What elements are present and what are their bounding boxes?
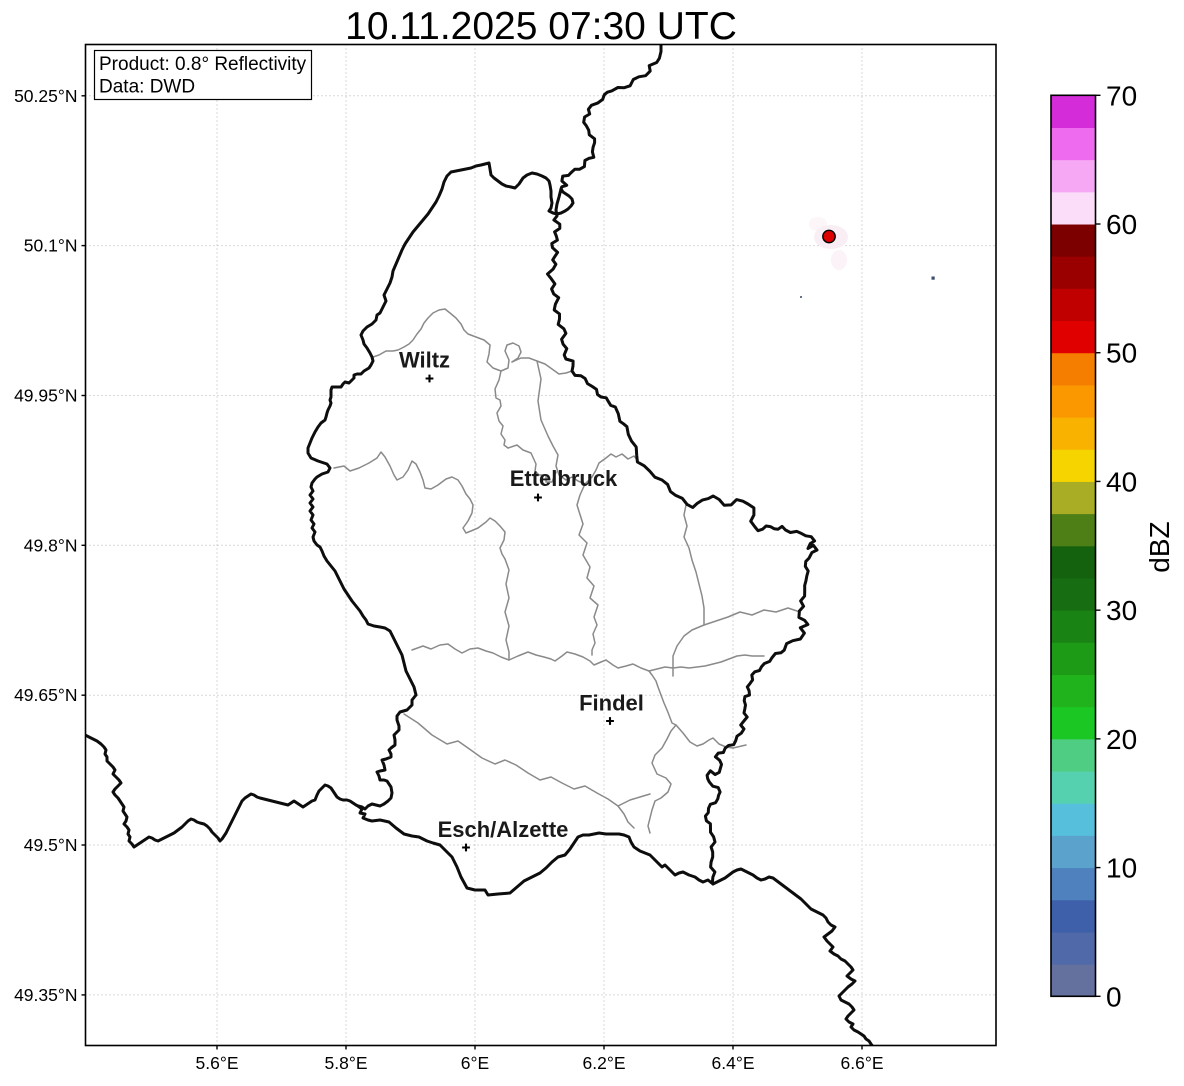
svg-text:49.35°N: 49.35°N <box>14 985 77 1005</box>
svg-text:5.8°E: 5.8°E <box>325 1053 368 1073</box>
svg-text:6.6°E: 6.6°E <box>841 1053 884 1073</box>
svg-text:20: 20 <box>1106 724 1137 755</box>
svg-text:Esch/Alzette: Esch/Alzette <box>438 817 569 842</box>
svg-text:6°E: 6°E <box>461 1053 489 1073</box>
svg-text:5.6°E: 5.6°E <box>196 1053 239 1073</box>
svg-text:Product: 0.8° Reflectivity: Product: 0.8° Reflectivity <box>99 54 307 75</box>
svg-text:70: 70 <box>1106 80 1137 111</box>
svg-text:49.8°N: 49.8°N <box>24 535 78 555</box>
svg-text:40: 40 <box>1106 466 1137 497</box>
svg-text:6.4°E: 6.4°E <box>712 1053 755 1073</box>
svg-text:Wiltz: Wiltz <box>399 348 450 373</box>
svg-text:49.65°N: 49.65°N <box>14 685 77 705</box>
svg-text:50.25°N: 50.25°N <box>14 86 77 106</box>
svg-text:50.1°N: 50.1°N <box>24 236 78 256</box>
svg-text:0: 0 <box>1106 981 1122 1012</box>
svg-text:30: 30 <box>1106 595 1137 626</box>
svg-text:60: 60 <box>1106 209 1137 240</box>
svg-text:49.95°N: 49.95°N <box>14 386 77 406</box>
svg-text:10: 10 <box>1106 853 1137 884</box>
svg-text:Findel: Findel <box>579 691 644 716</box>
svg-text:Ettelbruck: Ettelbruck <box>510 466 618 491</box>
svg-text:50: 50 <box>1106 338 1137 369</box>
svg-text:dBZ: dBZ <box>1144 521 1175 572</box>
svg-text:6.2°E: 6.2°E <box>583 1053 626 1073</box>
svg-text:49.5°N: 49.5°N <box>24 835 78 855</box>
svg-text:10.11.2025 07:30 UTC: 10.11.2025 07:30 UTC <box>345 5 737 48</box>
svg-text:Data: DWD: Data: DWD <box>99 77 195 98</box>
